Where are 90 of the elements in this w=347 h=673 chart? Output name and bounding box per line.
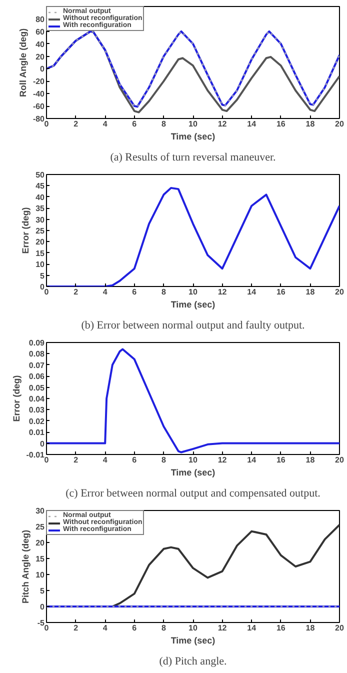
x-tick-label: 6 — [132, 456, 138, 464]
x-tick-label: 20 — [335, 624, 344, 632]
y-axis-title: Error (deg) — [11, 375, 22, 422]
x-tick-label: 18 — [306, 120, 316, 128]
y-tick-label: 30 — [36, 506, 46, 516]
y-tick-label: 30 — [36, 215, 46, 224]
y-tick-label: -40 — [32, 90, 46, 99]
x-tick-label: 10 — [188, 624, 198, 632]
x-tick-label: 8 — [161, 456, 166, 464]
y-tick-label: 10 — [36, 260, 46, 270]
y-tick-label: 0.01 — [28, 428, 46, 438]
x-tick-label: 12 — [218, 456, 228, 464]
y-tick-label: 80 — [36, 14, 46, 24]
text: (d) Pitch angle. — [159, 656, 228, 668]
x-axis-title: Time (sec) — [170, 636, 216, 646]
x-tick-label: 20 — [335, 456, 344, 464]
y-tick-label: 45 — [36, 182, 46, 191]
y-tick-label: 0.02 — [28, 416, 46, 426]
y-axis-title: Roll Angle (deg) — [18, 28, 28, 97]
y-tick-label: 15 — [36, 554, 46, 564]
y-tick-label: 0.04 — [28, 394, 46, 404]
x-tick-label: 2 — [74, 456, 79, 464]
y-tick-label: 50 — [36, 170, 46, 180]
y-tick-label: 25 — [36, 522, 46, 532]
x-tick-label: 18 — [306, 624, 316, 632]
x-tick-label: 14 — [247, 120, 257, 128]
y-tick-label: -0.01 — [26, 450, 46, 460]
y-tick-label: 5 — [40, 271, 46, 280]
y-tick-label: 0.08 — [28, 350, 46, 359]
y-tick-label: 0.05 — [28, 383, 46, 392]
y-tick-label: 0 — [40, 439, 46, 448]
x-tick-label: 8 — [161, 288, 166, 296]
y-tick-label: 0 — [40, 602, 46, 612]
x-tick-label: 20 — [335, 120, 344, 128]
text: (b) Error between normal output and faulty output. — [81, 320, 306, 332]
y-tick-label: 15 — [36, 248, 46, 258]
x-axis-title: Time (sec) — [170, 132, 216, 142]
x-tick-label: 16 — [276, 456, 286, 464]
y-tick-label: -5 — [37, 618, 46, 628]
y-tick-label: -80 — [32, 114, 46, 124]
y-axis-title: Pitch Angle (deg) — [20, 530, 31, 604]
x-tick-label: 20 — [335, 288, 344, 296]
y-tick-label: 25 — [36, 226, 46, 236]
x-tick-label: 14 — [247, 624, 257, 632]
x-tick-label: 16 — [276, 624, 286, 632]
y-tick-label: 0 — [40, 64, 46, 74]
x-tick-label: 16 — [276, 120, 286, 128]
y-tick-label: 5 — [40, 586, 46, 596]
x-tick-label: 10 — [188, 456, 198, 464]
x-tick-label: 4 — [102, 624, 108, 632]
y-tick-label: 60 — [36, 27, 46, 36]
x-tick-label: 6 — [132, 120, 138, 128]
y-tick-label: 20 — [36, 238, 46, 247]
y-tick-label: 10 — [36, 570, 46, 580]
y-tick-label: 40 — [36, 40, 46, 49]
x-tick-label: 4 — [102, 288, 108, 296]
x-tick-label: 4 — [102, 456, 108, 464]
x-tick-label: 10 — [188, 120, 198, 128]
y-tick-label: 0.09 — [28, 338, 46, 348]
y-tick-label: -20 — [32, 77, 46, 86]
x-axis-title: Time (sec) — [170, 468, 216, 478]
x-tick-label: 10 — [188, 288, 198, 296]
y-axis-title: Error (deg) — [20, 207, 31, 254]
y-tick-label: 0.07 — [28, 360, 46, 370]
y-tick-label: 20 — [36, 52, 46, 62]
text: (c) Error between normal output and compensated output. — [66, 488, 321, 500]
x-tick-label: 6 — [132, 624, 138, 632]
y-tick-label: 0.06 — [28, 372, 46, 382]
x-tick-label: 18 — [306, 456, 316, 464]
y-tick-label: -60 — [32, 102, 46, 112]
x-tick-label: 16 — [276, 288, 286, 296]
x-tick-label: 12 — [218, 288, 228, 296]
y-tick-label: 20 — [36, 538, 46, 548]
x-tick-label: 2 — [74, 288, 79, 296]
x-axis-title: Time (sec) — [170, 300, 216, 310]
y-tick-label: 40 — [36, 192, 46, 202]
text: (a) Results of turn reversal maneuver. — [110, 152, 276, 164]
y-tick-label: 35 — [36, 204, 46, 214]
x-tick-label: 14 — [247, 288, 257, 296]
x-tick-label: 14 — [247, 456, 257, 464]
x-tick-label: 2 — [74, 624, 79, 632]
y-tick-label: 0.03 — [28, 406, 46, 415]
x-tick-label: 8 — [161, 120, 166, 128]
x-tick-label: 12 — [218, 120, 228, 128]
x-tick-label: 6 — [132, 288, 138, 296]
x-tick-label: 12 — [218, 624, 228, 632]
x-tick-label: 18 — [306, 288, 316, 296]
x-tick-label: 4 — [102, 120, 108, 128]
x-tick-label: 2 — [74, 120, 79, 128]
x-tick-label: 8 — [161, 624, 166, 632]
